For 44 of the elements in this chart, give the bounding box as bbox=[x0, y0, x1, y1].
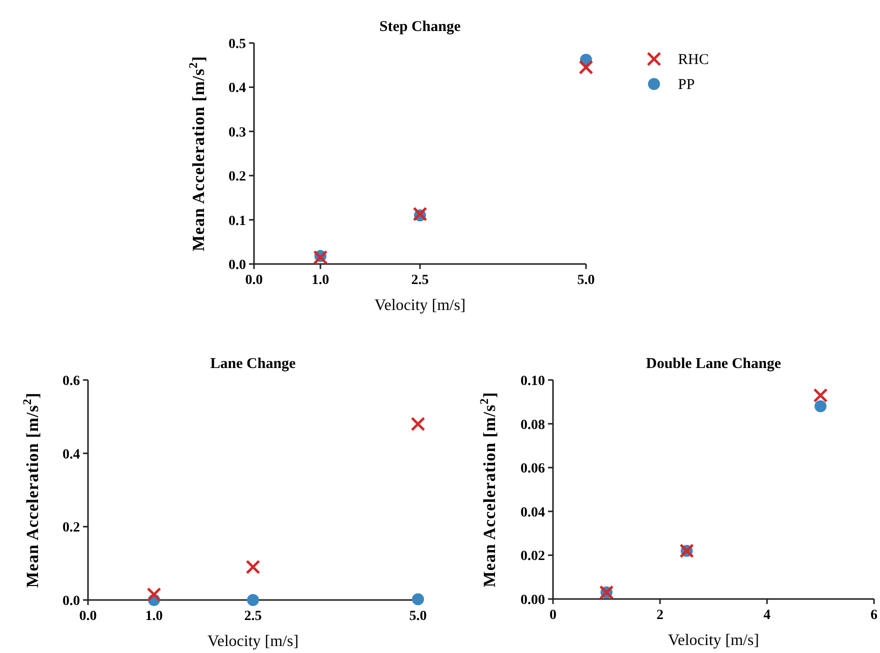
x-axis-title: Velocity [m/s] bbox=[668, 632, 760, 649]
x-axis-title: Velocity [m/s] bbox=[374, 297, 466, 314]
y-tick-label: 0.2 bbox=[228, 170, 246, 185]
point bbox=[247, 594, 259, 606]
legend-label: PP bbox=[678, 77, 695, 93]
y-tick-label: 0.08 bbox=[520, 418, 545, 433]
y-tick-label: 0.10 bbox=[520, 374, 545, 389]
chart-title: Lane Change bbox=[210, 356, 296, 372]
x-tick-label: 1.0 bbox=[145, 609, 163, 624]
x-axis-title: Velocity [m/s] bbox=[207, 633, 299, 650]
y-tick-label: 0.4 bbox=[228, 81, 246, 96]
y-tick-label: 0.00 bbox=[520, 593, 545, 608]
x-tick-label: 5.0 bbox=[577, 273, 595, 288]
point bbox=[146, 587, 162, 602]
point bbox=[412, 593, 424, 606]
x-tick-label: 2.5 bbox=[411, 273, 429, 288]
point bbox=[813, 388, 828, 403]
y-tick-label: 0.02 bbox=[520, 549, 545, 564]
y-tick-label: 0.3 bbox=[228, 125, 246, 140]
y-tick-label: 0.4 bbox=[62, 447, 80, 462]
point bbox=[814, 400, 826, 412]
chart-title: Double Lane Change bbox=[646, 356, 782, 372]
point bbox=[410, 416, 426, 432]
chart-title: Step Change bbox=[379, 19, 461, 35]
x-tick-label: 0.0 bbox=[79, 609, 97, 624]
y-tick-label: 0.0 bbox=[228, 258, 246, 273]
legend-label: RHC bbox=[678, 52, 709, 68]
x-tick-label: 6 bbox=[870, 608, 878, 623]
x-tick-label: 0.0 bbox=[245, 273, 263, 288]
x-tick-label: 1.0 bbox=[312, 273, 330, 288]
x-tick-label: 2 bbox=[656, 608, 664, 623]
y-tick-label: 0.6 bbox=[62, 374, 80, 389]
y-tick-label: 0.0 bbox=[62, 594, 80, 609]
x-tick-label: 2.5 bbox=[244, 609, 262, 624]
x-tick-label: 4 bbox=[764, 608, 770, 623]
y-tick-label: 0.06 bbox=[520, 462, 545, 477]
point bbox=[578, 60, 594, 75]
y-tick-label: 0.04 bbox=[520, 505, 545, 520]
y-tick-label: 0.5 bbox=[228, 37, 246, 52]
y-tick-label: 0.1 bbox=[228, 214, 246, 229]
y-tick-label: 0.2 bbox=[62, 520, 80, 536]
x-tick-label: 0 bbox=[550, 608, 556, 623]
point bbox=[246, 560, 260, 574]
x-tick-label: 5.0 bbox=[409, 609, 427, 624]
